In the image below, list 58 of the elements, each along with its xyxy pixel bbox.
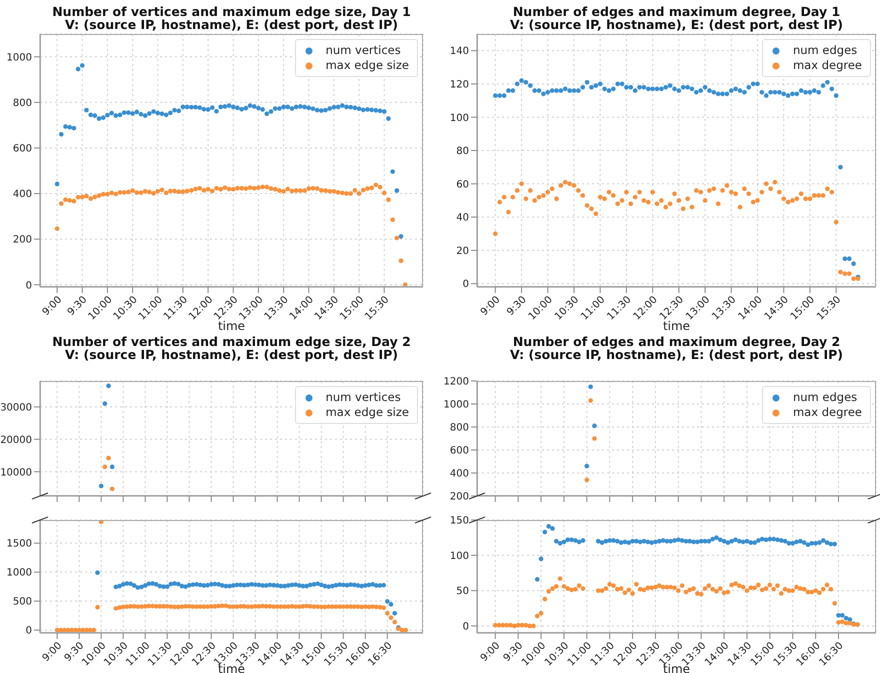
legend-label: num vertices <box>326 43 401 58</box>
legend-label: max edge size <box>326 405 409 420</box>
y-tick-label: 0 <box>462 279 469 290</box>
y-tick-label: 20 <box>456 246 469 257</box>
y-tick-label: 150 <box>450 516 469 527</box>
point <box>588 398 593 403</box>
y-tick-label: 1000 <box>6 568 32 579</box>
y-tick-label: 120 <box>450 79 469 90</box>
y-tick-label: 0 <box>26 280 32 292</box>
y-tick-label: 400 <box>450 468 469 480</box>
y-tick-label: 1000 <box>6 52 32 64</box>
y-tick-label: 100 <box>450 550 469 562</box>
legend-label: max degree <box>792 405 862 420</box>
chart-title: Number of vertices and maximum edge size, Day 2 <box>51 334 412 349</box>
legend-label: max edge size <box>326 58 409 73</box>
y-tick-label: 80 <box>456 146 469 158</box>
point <box>106 384 111 388</box>
point <box>110 486 114 492</box>
point <box>592 436 597 441</box>
y-tick-label: 800 <box>450 422 469 434</box>
y-tick-label: 0 <box>462 621 469 632</box>
y-tick-label: 20000 <box>0 434 32 446</box>
y-tick-label: 50 <box>456 586 469 598</box>
point <box>110 464 114 470</box>
legend-label: num edges <box>792 390 858 405</box>
point <box>102 401 108 406</box>
y-tick-label: 1000 <box>444 400 469 411</box>
legend-label: num edges <box>792 43 858 58</box>
y-tick-label: 30000 <box>0 402 32 414</box>
y-tick-label: 400 <box>12 189 32 200</box>
point <box>592 424 597 428</box>
y-tick-label: 40 <box>456 212 469 224</box>
y-tick-label: 600 <box>12 144 32 155</box>
x-axis-title: time <box>218 319 246 333</box>
x-axis-title: time <box>662 319 690 333</box>
y-tick-label: 10000 <box>0 467 32 478</box>
point <box>584 478 590 482</box>
legend-label: num vertices <box>326 390 401 405</box>
y-tick-label: 200 <box>450 492 469 503</box>
legend-label: max degree <box>792 58 862 73</box>
y-tick-label: 140 <box>450 46 469 58</box>
y-tick-label: 500 <box>12 596 32 608</box>
y-tick-label: 1500 <box>6 538 32 550</box>
y-tick-label: 100 <box>450 112 469 124</box>
point <box>102 464 108 470</box>
chart-title: Number of edges and maximum degree, Day 2 <box>512 334 842 349</box>
chart-title: Number of vertices and maximum edge size, Day 1 <box>51 4 412 19</box>
point <box>588 384 593 390</box>
chart-title: Number of edges and maximum degree, Day 1 <box>512 4 842 19</box>
point <box>584 464 590 468</box>
point <box>106 456 111 460</box>
point <box>98 484 104 488</box>
y-tick-label: 0 <box>26 626 32 637</box>
y-tick-label: 60 <box>456 179 469 190</box>
y-tick-label: 600 <box>450 446 469 457</box>
y-tick-label: 800 <box>12 98 32 109</box>
y-tick-label: 200 <box>12 234 32 246</box>
y-tick-label: 1200 <box>444 376 469 388</box>
